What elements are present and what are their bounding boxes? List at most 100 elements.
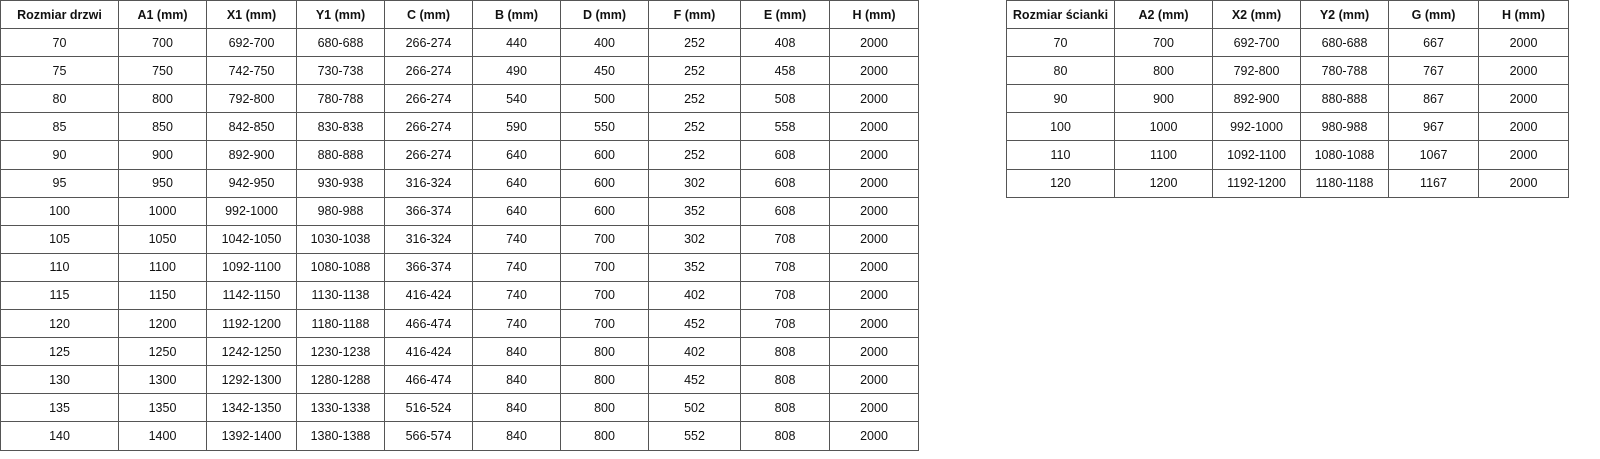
table-cell: 120 [1006, 168, 1115, 198]
table-cell: 700 [118, 28, 207, 58]
table-cell: 2000 [829, 252, 919, 282]
table-cell: 266-274 [384, 140, 473, 170]
table-cell: 450 [560, 56, 649, 86]
table-cell: 2000 [829, 393, 919, 423]
table-row: 120 1200 1192-1200 1180-1188 1167 2000 [1006, 168, 1569, 198]
table-cell: 608 [740, 140, 830, 170]
table-cell: 135 [0, 393, 119, 423]
table-cell: 740 [472, 224, 561, 254]
table-row: 110 1100 1092-1100 1080-1088 1067 2000 [1006, 140, 1569, 170]
table-cell: 980-988 [296, 196, 385, 226]
table-cell: 740 [472, 252, 561, 282]
table-row: 80 800 792-800 780-788 767 2000 [1006, 56, 1569, 86]
table-cell: 1130-1138 [296, 280, 385, 311]
table-cell: 252 [648, 84, 741, 114]
table-cell: 700 [560, 252, 649, 282]
table-cell: 640 [472, 140, 561, 170]
table-cell: 930-938 [296, 168, 385, 198]
table-cell: 1200 [118, 309, 207, 339]
table-row: 130 1300 1292-1300 1280-1288 466-474 840 800 45… [0, 365, 919, 395]
table-cell: 792-800 [1212, 56, 1301, 86]
table-cell: 302 [648, 168, 741, 198]
table-row: 100 1000 992-1000 980-988 366-374 640 600 352 60… [0, 196, 919, 226]
table-cell: 700 [560, 280, 649, 311]
column-header: D (mm) [560, 0, 649, 30]
table-cell: 400 [560, 28, 649, 58]
table-cell: 266-274 [384, 28, 473, 58]
table-cell: 2000 [829, 196, 919, 226]
table-cell: 840 [472, 421, 561, 451]
table-cell: 266-274 [384, 84, 473, 114]
door-size-table: Rozmiar drzwi A1 (mm) X1 (mm) Y1 (mm) C (mm)… [0, 0, 919, 451]
table-cell: 2000 [829, 224, 919, 254]
table-cell: 1092-1100 [1212, 140, 1301, 170]
table-cell: 640 [472, 196, 561, 226]
table-cell: 252 [648, 56, 741, 86]
table-row: 135 1350 1342-1350 1330-1338 516-524 840 800 50… [0, 393, 919, 423]
table-cell: 566-574 [384, 421, 473, 451]
table-cell: 808 [740, 393, 830, 423]
table-cell: 708 [740, 224, 830, 254]
table-cell: 1167 [1388, 168, 1479, 198]
table-cell: 692-700 [1212, 28, 1301, 58]
table-cell: 1280-1288 [296, 365, 385, 395]
table-cell: 1250 [118, 337, 207, 367]
table-cell: 100 [0, 196, 119, 226]
table-cell: 316-324 [384, 168, 473, 198]
table-cell: 105 [0, 224, 119, 254]
table-cell: 950 [118, 168, 207, 198]
column-header: X1 (mm) [206, 0, 297, 30]
table-cell: 1300 [118, 365, 207, 395]
table-cell: 90 [1006, 84, 1115, 114]
table-cell: 892-900 [206, 140, 297, 170]
table-cell: 558 [740, 112, 830, 142]
column-header: Rozmiar drzwi [0, 0, 119, 30]
table-cell: 2000 [1478, 84, 1569, 114]
table-cell: 1042-1050 [206, 224, 297, 254]
table-cell: 1350 [118, 393, 207, 423]
table-cell: 780-788 [1300, 56, 1389, 86]
table-row: 105 1050 1042-1050 1030-1038 316-324 740 700 30… [0, 224, 919, 254]
table-cell: 75 [0, 56, 119, 86]
table-cell: 80 [0, 84, 119, 114]
table-cell: 1400 [118, 421, 207, 451]
table-cell: 808 [740, 365, 830, 395]
table-row: 125 1250 1242-1250 1230-1238 416-424 840 800 40… [0, 337, 919, 367]
table-cell: 502 [648, 393, 741, 423]
wall-size-table: Rozmiar ścianki A2 (mm) X2 (mm) Y2 (mm) G (m… [1006, 0, 1569, 198]
table-cell: 2000 [1478, 112, 1569, 142]
table-cell: 366-374 [384, 252, 473, 282]
table-cell: 608 [740, 196, 830, 226]
table-cell: 508 [740, 84, 830, 114]
table-row: 100 1000 992-1000 980-988 967 2000 [1006, 112, 1569, 142]
table-cell: 1067 [1388, 140, 1479, 170]
table-cell: 700 [1114, 28, 1213, 58]
table-cell: 80 [1006, 56, 1115, 86]
table-cell: 1150 [118, 280, 207, 311]
table-cell: 608 [740, 168, 830, 198]
table-cell: 408 [740, 28, 830, 58]
table-cell: 667 [1388, 28, 1479, 58]
table-cell: 1000 [1114, 112, 1213, 142]
table-cell: 708 [740, 309, 830, 339]
table-cell: 967 [1388, 112, 1479, 142]
table-cell: 808 [740, 421, 830, 451]
table-cell: 2000 [829, 28, 919, 58]
table-cell: 2000 [829, 168, 919, 198]
table-cell: 2000 [1478, 140, 1569, 170]
table-cell: 880-888 [1300, 84, 1389, 114]
table-cell: 840 [472, 337, 561, 367]
table-cell: 490 [472, 56, 561, 86]
table-cell: 1200 [1114, 168, 1213, 198]
table-row: 80 800 792-800 780-788 266-274 540 500 252 508 20… [0, 84, 919, 114]
column-header: C (mm) [384, 0, 473, 30]
table-cell: 366-374 [384, 196, 473, 226]
table-cell: 458 [740, 56, 830, 86]
table-cell: 880-888 [296, 140, 385, 170]
table-cell: 1330-1338 [296, 393, 385, 423]
table-cell: 466-474 [384, 309, 473, 339]
table-cell: 452 [648, 365, 741, 395]
column-header: F (mm) [648, 0, 741, 30]
table-cell: 1030-1038 [296, 224, 385, 254]
table-cell: 1180-1188 [1300, 168, 1389, 198]
